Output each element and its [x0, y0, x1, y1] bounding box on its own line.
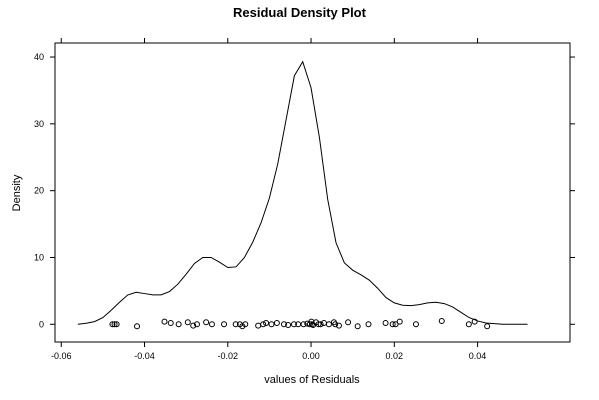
x-tick-label: -0.04: [134, 351, 155, 361]
residual-point: [232, 321, 239, 328]
residual-point: [242, 321, 249, 328]
residual-point: [412, 321, 419, 328]
residual-point: [354, 323, 361, 330]
residual-point: [290, 321, 297, 328]
x-tick-label: 0.04: [469, 351, 487, 361]
residual-point: [255, 322, 262, 329]
residual-point: [167, 319, 174, 326]
residual-point: [221, 321, 228, 328]
x-tick-label: 0.02: [386, 351, 404, 361]
x-axis-label: values of Residuals: [264, 374, 360, 386]
residual-point: [260, 321, 267, 328]
residual-point: [109, 321, 116, 328]
y-tick-label: 40: [34, 52, 44, 62]
residual-point: [345, 319, 352, 326]
residual-point: [389, 321, 396, 328]
y-axis: 0 10 20 30 40: [34, 52, 575, 329]
residual-point: [471, 318, 478, 325]
residual-point: [263, 319, 270, 326]
y-tick-label: 0: [39, 319, 44, 329]
x-tick-label: -0.02: [218, 351, 239, 361]
residual-point: [134, 323, 141, 330]
y-tick-label: 10: [34, 252, 44, 262]
plot-frame: [54, 42, 571, 343]
x-axis: -0.06 -0.04 -0.02 0.00 0.02 0.04: [51, 38, 486, 361]
residual-point: [175, 321, 182, 328]
residual-points: [109, 317, 491, 330]
residual-point: [315, 321, 322, 328]
residual-point: [268, 321, 275, 328]
residual-point: [325, 321, 332, 328]
residual-point: [465, 321, 472, 328]
residual-point: [396, 318, 403, 325]
residual-point: [184, 319, 191, 326]
residual-point: [273, 319, 280, 326]
y-tick-label: 20: [34, 186, 44, 196]
residual-point: [382, 319, 389, 326]
residual-point: [280, 321, 287, 328]
residual-point: [335, 322, 342, 329]
residual-point: [190, 322, 197, 329]
residual-point: [193, 321, 200, 328]
residual-point: [111, 321, 118, 328]
residual-point: [365, 321, 372, 328]
residual-point: [484, 323, 491, 330]
residual-point: [161, 318, 168, 325]
y-tick-label: 30: [34, 119, 44, 129]
residual-point: [438, 317, 445, 324]
x-tick-label: -0.06: [51, 351, 72, 361]
residual-point: [285, 321, 292, 328]
x-tick-label: 0.00: [302, 351, 320, 361]
residual-point: [300, 321, 307, 328]
residual-point: [208, 321, 215, 328]
y-axis-label: Density: [11, 174, 23, 211]
residual-point: [317, 321, 324, 328]
residual-point: [113, 321, 120, 328]
chart-title: Residual Density Plot: [233, 5, 367, 20]
residual-point: [332, 321, 339, 328]
residual-point: [203, 319, 210, 326]
residual-point: [392, 321, 399, 328]
density-curve: [77, 60, 528, 325]
